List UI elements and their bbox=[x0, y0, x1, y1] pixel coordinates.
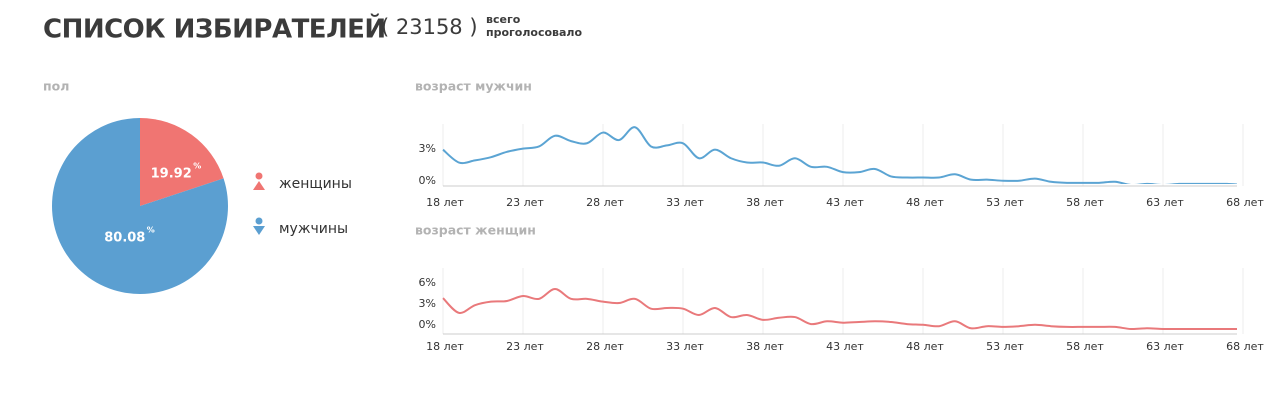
x-tick-label: 68 лет bbox=[1226, 340, 1264, 353]
x-tick-label: 18 лет bbox=[426, 196, 464, 209]
x-tick-label: 43 лет bbox=[826, 196, 864, 209]
legend-icon bbox=[253, 181, 265, 190]
x-tick-label: 23 лет bbox=[506, 196, 544, 209]
x-tick-label: 28 лет bbox=[586, 340, 624, 353]
pie-slice bbox=[140, 118, 224, 206]
y-tick-label: 3% bbox=[419, 297, 436, 310]
legend-label: женщины bbox=[279, 176, 352, 192]
y-tick-label: 3% bbox=[419, 142, 436, 155]
y-tick-label: 0% bbox=[419, 174, 436, 187]
x-tick-label: 38 лет bbox=[746, 196, 784, 209]
x-tick-label: 33 лет bbox=[666, 196, 704, 209]
page-title: СПИСОК ИЗБИРАТЕЛЕЙ bbox=[43, 13, 386, 45]
x-tick-label: 53 лет bbox=[986, 340, 1024, 353]
y-tick-label: 6% bbox=[419, 276, 436, 289]
x-tick-label: 68 лет bbox=[1226, 196, 1264, 209]
x-tick-label: 58 лет bbox=[1066, 340, 1104, 353]
x-tick-label: 48 лет bbox=[906, 340, 944, 353]
x-tick-label: 23 лет bbox=[506, 340, 544, 353]
slice-label-unit: % bbox=[193, 161, 201, 170]
x-tick-label: 38 лет bbox=[746, 340, 784, 353]
legend-label: мужчины bbox=[279, 221, 348, 237]
x-tick-label: 33 лет bbox=[666, 340, 704, 353]
legend-icon bbox=[253, 226, 265, 235]
x-tick-label: 48 лет bbox=[906, 196, 944, 209]
x-tick-label: 18 лет bbox=[426, 340, 464, 353]
x-tick-label: 28 лет bbox=[586, 196, 624, 209]
x-tick-label: 63 лет bbox=[1146, 340, 1184, 353]
count-note: всего bbox=[486, 13, 521, 26]
line-series bbox=[442, 126, 1237, 184]
x-tick-label: 53 лет bbox=[986, 196, 1024, 209]
chart-title: возраст мужчин bbox=[415, 79, 532, 94]
y-tick-label: 0% bbox=[419, 318, 436, 331]
line-series bbox=[442, 288, 1237, 331]
legend-icon bbox=[255, 217, 263, 225]
slice-label-unit: % bbox=[147, 226, 155, 235]
legend-icon bbox=[255, 172, 263, 180]
x-tick-label: 43 лет bbox=[826, 340, 864, 353]
slice-label: 80.08 bbox=[104, 231, 145, 246]
chart-title: возраст женщин bbox=[415, 223, 536, 238]
chart-title: пол bbox=[43, 79, 69, 94]
pie-slice bbox=[51, 118, 229, 294]
count-note: проголосовало bbox=[486, 26, 582, 39]
x-tick-label: 58 лет bbox=[1066, 196, 1104, 209]
slice-label: 19.92 bbox=[151, 166, 192, 181]
voter-count: ( 23158 ) bbox=[381, 15, 478, 39]
x-tick-label: 63 лет bbox=[1146, 196, 1184, 209]
